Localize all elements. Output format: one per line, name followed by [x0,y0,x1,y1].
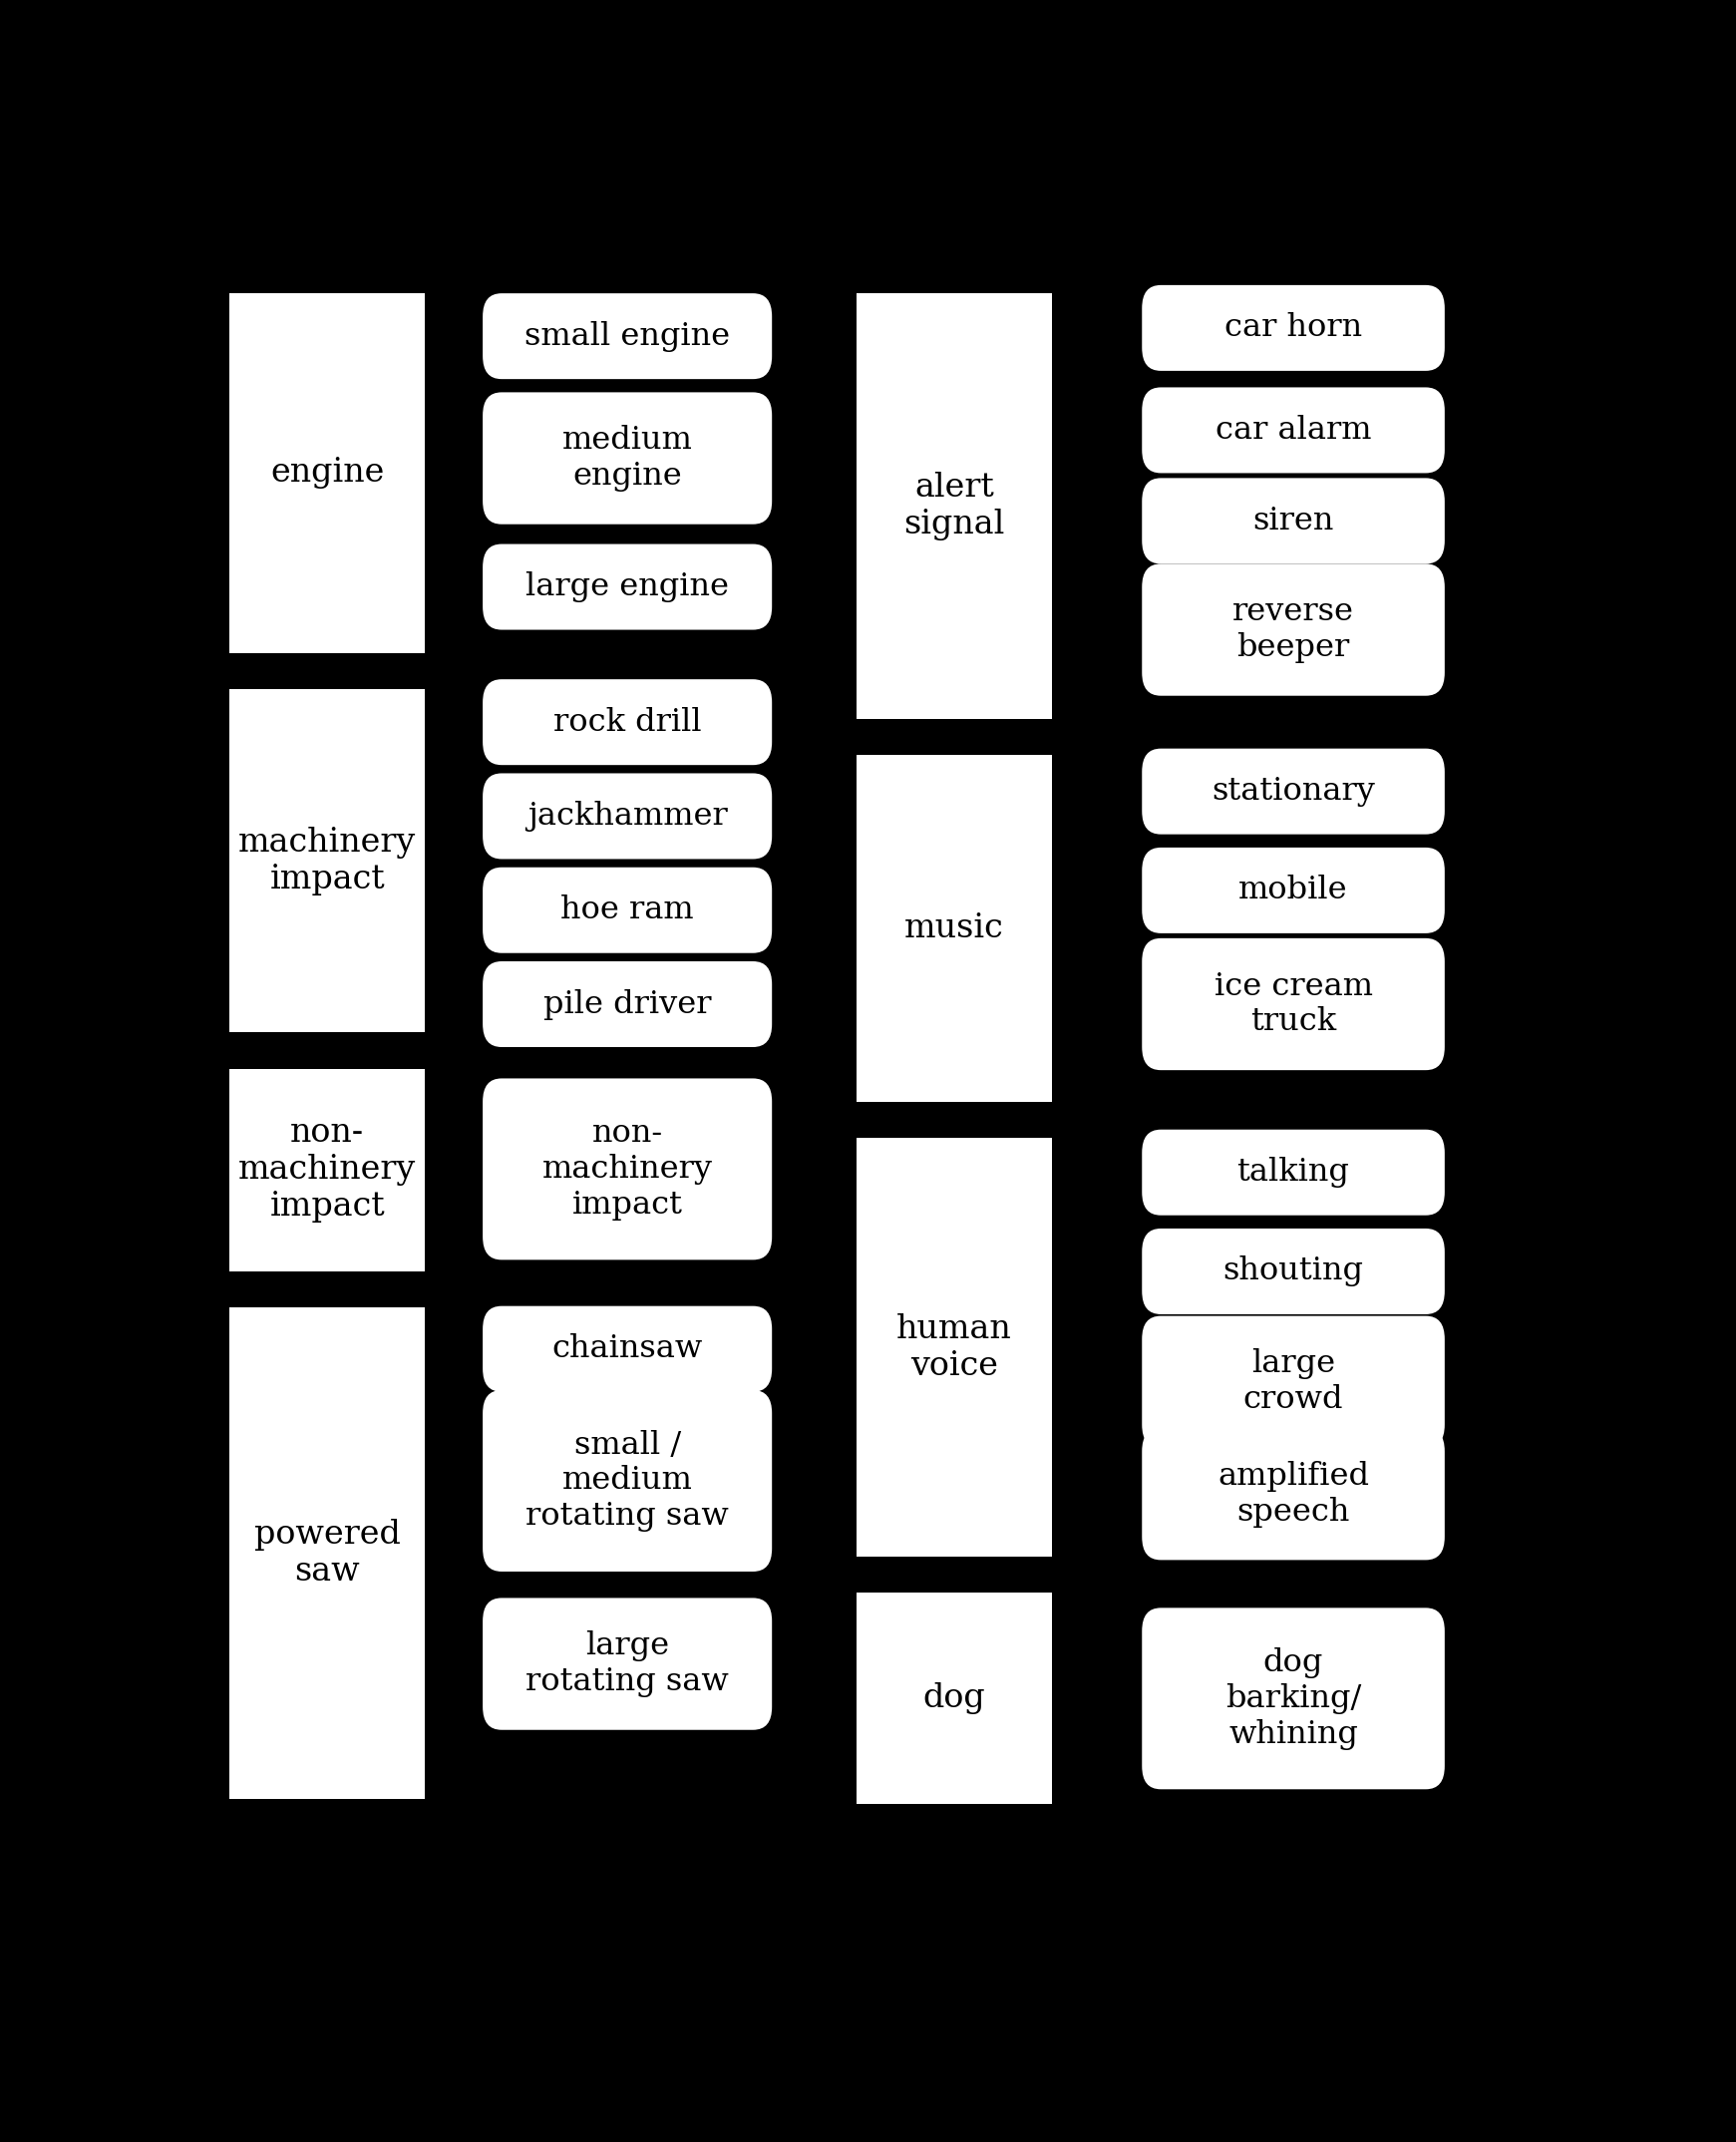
FancyBboxPatch shape [1142,848,1444,934]
FancyBboxPatch shape [483,1390,773,1572]
Text: engine: engine [271,456,384,488]
FancyBboxPatch shape [483,293,773,379]
Text: pile driver: pile driver [543,990,712,1020]
FancyBboxPatch shape [483,962,773,1047]
Text: large
rotating saw: large rotating saw [526,1630,729,1696]
FancyBboxPatch shape [1142,748,1444,833]
FancyBboxPatch shape [1142,285,1444,371]
Text: reverse
beeper: reverse beeper [1233,595,1354,664]
Text: dog
barking/
whining: dog barking/ whining [1226,1647,1361,1750]
FancyBboxPatch shape [1142,478,1444,563]
FancyBboxPatch shape [1142,1429,1444,1559]
Text: chainsaw: chainsaw [552,1334,703,1364]
FancyBboxPatch shape [1142,1129,1444,1215]
FancyBboxPatch shape [1142,1609,1444,1789]
Text: non-
machinery
impact: non- machinery impact [238,1118,417,1223]
Text: small engine: small engine [524,321,731,351]
FancyBboxPatch shape [483,544,773,630]
FancyBboxPatch shape [1142,1230,1444,1315]
Text: ice cream
truck: ice cream truck [1213,970,1373,1037]
Text: car horn: car horn [1224,313,1363,343]
Text: amplified
speech: amplified speech [1217,1461,1370,1527]
Text: large
crowd: large crowd [1243,1349,1344,1416]
Bar [858,1594,1052,1804]
Bar [858,1137,1052,1557]
Text: shouting: shouting [1224,1255,1363,1287]
Text: powered
saw: powered saw [253,1519,401,1587]
Text: hoe ram: hoe ram [561,895,694,925]
Text: jackhammer: jackhammer [528,801,727,831]
FancyBboxPatch shape [483,1077,773,1259]
Text: large engine: large engine [526,572,729,602]
Text: non-
machinery
impact: non- machinery impact [542,1118,712,1221]
Text: stationary: stationary [1212,775,1375,808]
Text: human
voice: human voice [896,1313,1012,1382]
FancyBboxPatch shape [1142,388,1444,473]
FancyBboxPatch shape [1142,938,1444,1071]
Text: small /
medium
rotating saw: small / medium rotating saw [526,1429,729,1532]
Text: machinery
impact: machinery impact [238,827,417,895]
Bar [229,293,425,653]
Bar [229,1069,425,1272]
Text: car alarm: car alarm [1215,416,1371,446]
Text: dog: dog [924,1684,986,1714]
FancyBboxPatch shape [483,679,773,765]
FancyBboxPatch shape [483,868,773,953]
Text: music: music [904,912,1003,945]
FancyBboxPatch shape [1142,563,1444,696]
FancyBboxPatch shape [483,392,773,525]
Text: rock drill: rock drill [554,707,701,737]
Text: siren: siren [1253,506,1333,536]
FancyBboxPatch shape [483,1598,773,1731]
FancyBboxPatch shape [483,1307,773,1392]
Text: medium
engine: medium engine [562,424,693,491]
Bar [858,756,1052,1101]
FancyBboxPatch shape [1142,1315,1444,1448]
Text: alert
signal: alert signal [904,471,1005,540]
Bar [229,1307,425,1799]
Text: talking: talking [1238,1157,1349,1189]
Bar [858,293,1052,720]
FancyBboxPatch shape [483,773,773,859]
Bar [229,690,425,1032]
Text: mobile: mobile [1240,874,1347,906]
